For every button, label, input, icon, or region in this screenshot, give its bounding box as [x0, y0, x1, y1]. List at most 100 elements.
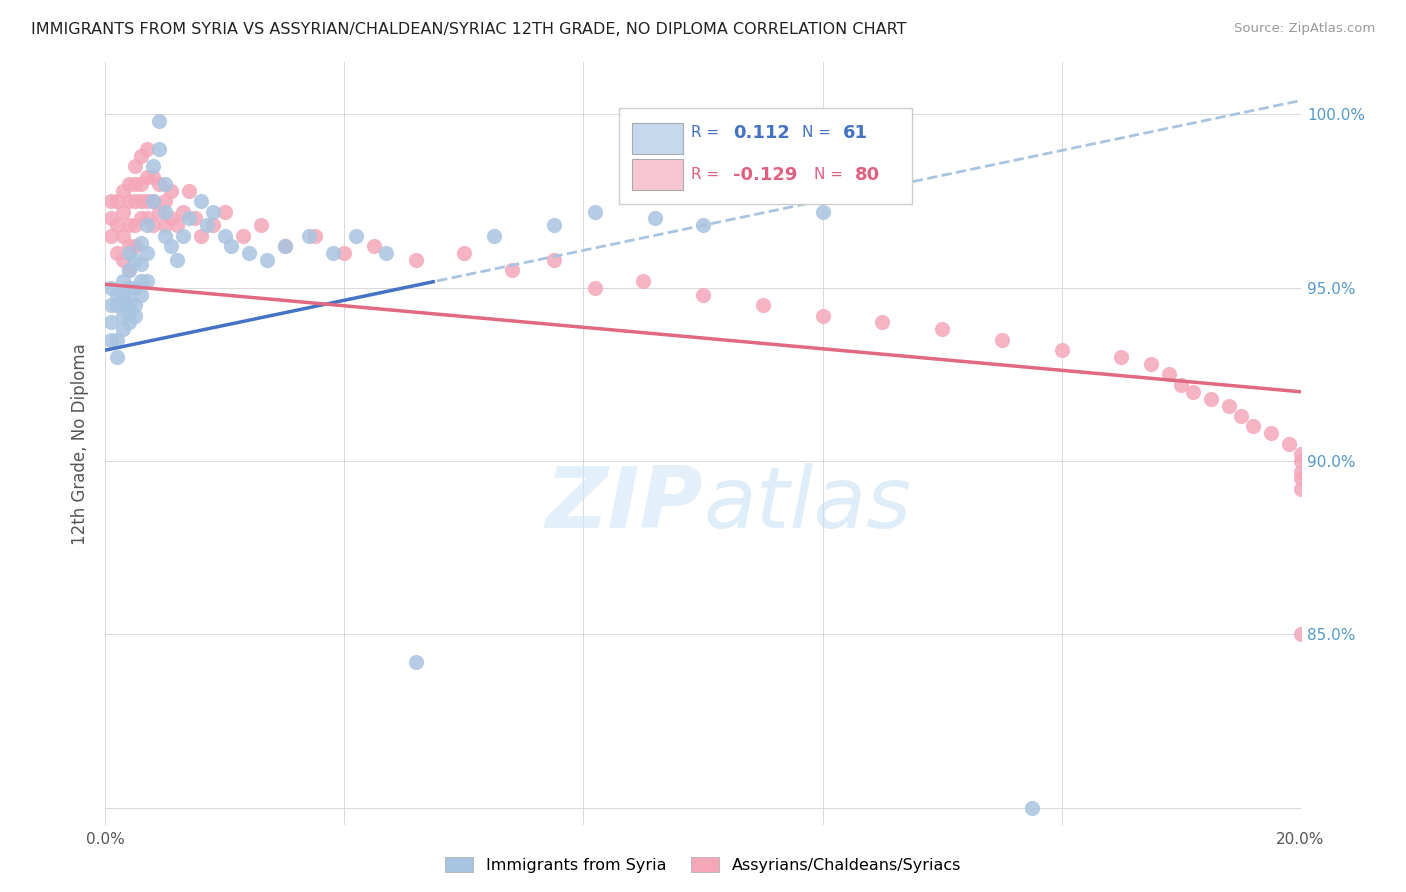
- Point: [112, 309, 135, 323]
- Point: [346, 228, 368, 243]
- Point: [872, 315, 894, 329]
- Point: [118, 263, 141, 277]
- FancyBboxPatch shape: [633, 160, 683, 190]
- Point: [124, 177, 146, 191]
- Point: [298, 228, 321, 243]
- Point: [148, 142, 170, 156]
- Point: [155, 194, 177, 208]
- Point: [129, 256, 153, 270]
- Point: [107, 287, 129, 301]
- Point: [107, 194, 129, 208]
- Point: [107, 350, 129, 364]
- FancyBboxPatch shape: [619, 108, 912, 203]
- Point: [148, 177, 170, 191]
- Point: [482, 228, 505, 243]
- Point: [1289, 471, 1312, 485]
- Point: [100, 315, 122, 329]
- Point: [1289, 482, 1312, 496]
- Point: [142, 194, 165, 208]
- Point: [1050, 343, 1073, 358]
- Point: [644, 211, 666, 226]
- Point: [118, 194, 141, 208]
- Point: [118, 294, 141, 309]
- Point: [118, 263, 141, 277]
- Point: [136, 169, 159, 184]
- Point: [692, 287, 714, 301]
- Point: [124, 160, 146, 174]
- Point: [1241, 419, 1264, 434]
- Point: [124, 309, 146, 323]
- Point: [1218, 399, 1240, 413]
- Point: [160, 239, 183, 253]
- Text: 61: 61: [842, 124, 868, 142]
- Point: [112, 322, 135, 336]
- Point: [273, 239, 295, 253]
- Point: [405, 253, 427, 268]
- Point: [100, 228, 122, 243]
- Text: R =: R =: [692, 167, 720, 182]
- Point: [195, 219, 218, 233]
- Point: [107, 219, 129, 233]
- Point: [273, 239, 295, 253]
- Y-axis label: 12th Grade, No Diploma: 12th Grade, No Diploma: [72, 343, 90, 545]
- Point: [107, 333, 129, 347]
- Point: [811, 309, 834, 323]
- Point: [112, 253, 135, 268]
- Point: [100, 211, 122, 226]
- Point: [129, 274, 153, 288]
- Point: [129, 194, 153, 208]
- Text: 80: 80: [855, 166, 880, 184]
- Point: [142, 160, 165, 174]
- Point: [112, 228, 135, 243]
- Point: [1170, 377, 1192, 392]
- Text: ZIP: ZIP: [546, 463, 703, 546]
- Point: [155, 177, 177, 191]
- Point: [1159, 368, 1181, 382]
- Text: N =: N =: [803, 125, 831, 140]
- Point: [1289, 465, 1312, 479]
- Point: [166, 219, 188, 233]
- Point: [990, 333, 1012, 347]
- Point: [129, 287, 153, 301]
- Point: [1021, 801, 1043, 815]
- Point: [142, 194, 165, 208]
- Point: [112, 274, 135, 288]
- Point: [160, 211, 183, 226]
- Point: [100, 333, 122, 347]
- Point: [250, 219, 273, 233]
- Point: [148, 114, 170, 128]
- Point: [136, 246, 159, 260]
- Point: [118, 281, 141, 295]
- Point: [1278, 436, 1301, 450]
- Point: [453, 246, 475, 260]
- Text: N =: N =: [814, 167, 844, 182]
- Point: [543, 253, 565, 268]
- Point: [1181, 384, 1204, 399]
- Point: [177, 211, 201, 226]
- Point: [155, 204, 177, 219]
- Point: [1289, 454, 1312, 468]
- Point: [118, 219, 141, 233]
- Point: [931, 322, 953, 336]
- Point: [1111, 350, 1133, 364]
- Point: [148, 204, 170, 219]
- Point: [107, 246, 129, 260]
- Point: [118, 315, 141, 329]
- Point: [124, 219, 146, 233]
- Point: [256, 253, 278, 268]
- Point: [124, 298, 146, 312]
- Point: [112, 184, 135, 198]
- Point: [100, 281, 122, 295]
- Point: [1229, 409, 1253, 423]
- Text: atlas: atlas: [703, 463, 911, 546]
- Text: IMMIGRANTS FROM SYRIA VS ASSYRIAN/CHALDEAN/SYRIAC 12TH GRADE, NO DIPLOMA CORRELA: IMMIGRANTS FROM SYRIA VS ASSYRIAN/CHALDE…: [31, 22, 907, 37]
- Point: [202, 204, 225, 219]
- Point: [112, 298, 135, 312]
- Point: [1199, 392, 1222, 406]
- Point: [692, 219, 714, 233]
- Point: [129, 149, 153, 163]
- Point: [585, 281, 607, 295]
- Point: [142, 219, 165, 233]
- Point: [136, 274, 159, 288]
- Legend: Immigrants from Syria, Assyrians/Chaldeans/Syriacs: Immigrants from Syria, Assyrians/Chaldea…: [439, 851, 967, 880]
